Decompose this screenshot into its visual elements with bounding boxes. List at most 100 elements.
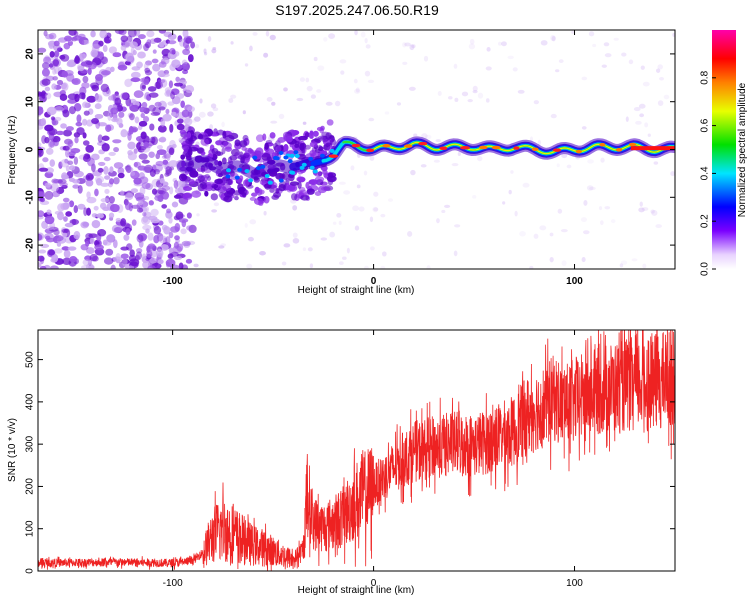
noise-blob [210, 103, 217, 109]
noise-blob [120, 35, 129, 43]
noise-blob [298, 189, 308, 196]
noise-blob [142, 224, 152, 231]
noise-blob [410, 169, 416, 176]
noise-blob [336, 213, 342, 218]
ridge-blob [272, 155, 278, 160]
noise-blob [140, 112, 145, 118]
ridge-blob [225, 174, 231, 179]
noise-blob [80, 53, 87, 60]
noise-blob [207, 175, 212, 181]
noise-blob [187, 148, 193, 157]
noise-blob [107, 112, 112, 121]
noise-blob [304, 132, 310, 138]
noise-blob [167, 33, 177, 40]
noise-blob [169, 47, 176, 55]
noise-blob [454, 97, 459, 102]
noise-blob [61, 184, 68, 189]
ridge-hotspot [403, 144, 413, 148]
noise-blob [142, 206, 150, 213]
noise-blob [533, 100, 539, 105]
noise-blob [340, 70, 345, 75]
noise-blob [176, 123, 185, 131]
y-tick-label: -20 [25, 237, 36, 252]
noise-blob [38, 142, 42, 147]
noise-blob [108, 178, 114, 185]
noise-blob [296, 176, 306, 183]
noise-blob [67, 98, 78, 104]
ridge-hotspot [491, 145, 501, 150]
x-tick-label: 0 [371, 276, 377, 287]
noise-blob [99, 30, 108, 39]
noise-blob [294, 143, 300, 148]
noise-blob [102, 241, 112, 246]
ridge-hotspot [478, 145, 488, 150]
noise-blob [168, 147, 175, 156]
noise-blob [233, 190, 241, 196]
noise-blob [588, 186, 596, 191]
snr-series-line [38, 330, 675, 571]
noise-blob [57, 203, 65, 212]
noise-blob [598, 206, 603, 211]
noise-blob [115, 217, 122, 223]
noise-blob [89, 237, 95, 245]
noise-blob [167, 101, 175, 106]
noise-blob [120, 218, 127, 227]
noise-blob [67, 93, 78, 100]
noise-blob [631, 258, 638, 262]
noise-blob [76, 127, 85, 136]
colorbar: 0.0 0.2 0.4 0.6 0.8 Normalized spectral ampl… [700, 30, 748, 276]
noise-blob [537, 139, 542, 146]
noise-blob [149, 257, 157, 264]
noise-blob [141, 182, 151, 190]
ridge-hotspot [418, 141, 428, 146]
noise-blob [159, 136, 167, 143]
noise-blob [424, 134, 432, 140]
noise-blob [183, 145, 190, 153]
noise-blob [168, 247, 174, 253]
noise-blob [44, 92, 52, 100]
noise-blob [45, 225, 55, 231]
noise-blob [249, 196, 257, 201]
noise-blob [312, 130, 319, 137]
noise-blob [60, 123, 67, 129]
noise-blob [175, 211, 184, 220]
noise-blob [108, 46, 117, 54]
noise-blob [305, 181, 310, 189]
noise-blob [45, 235, 51, 240]
noise-blob [87, 67, 92, 76]
noise-blob [472, 85, 478, 92]
noise-blob [60, 158, 70, 168]
noise-blob [190, 41, 196, 49]
noise-blob [199, 98, 203, 104]
noise-blob [72, 179, 81, 184]
noise-blob [373, 191, 379, 197]
ridge-blob [293, 150, 299, 155]
noise-blob [253, 197, 264, 206]
noise-blob [192, 118, 197, 123]
noise-blob [94, 74, 103, 81]
noise-blob [238, 175, 244, 181]
noise-blob [249, 219, 257, 225]
noise-blob [289, 181, 300, 186]
noise-blob [640, 65, 645, 70]
noise-blob [96, 51, 104, 59]
noise-blob [214, 178, 224, 185]
y-tick-label: 10 [25, 96, 36, 108]
noise-blob [149, 123, 155, 131]
noise-blob [329, 231, 336, 238]
noise-blob [221, 147, 226, 155]
noise-blob [59, 93, 68, 102]
noise-blob [309, 130, 314, 136]
noise-blob [39, 197, 46, 203]
noise-blob [263, 195, 270, 204]
noise-blob [150, 208, 159, 217]
noise-blob [180, 154, 186, 160]
noise-blob [218, 245, 225, 249]
noise-blob [46, 106, 57, 116]
ridge-blob [329, 148, 335, 153]
noise-blob [502, 201, 506, 205]
noise-blob [230, 94, 237, 99]
noise-blob [94, 113, 104, 119]
noise-blob [86, 95, 97, 103]
noise-blob [43, 56, 52, 64]
